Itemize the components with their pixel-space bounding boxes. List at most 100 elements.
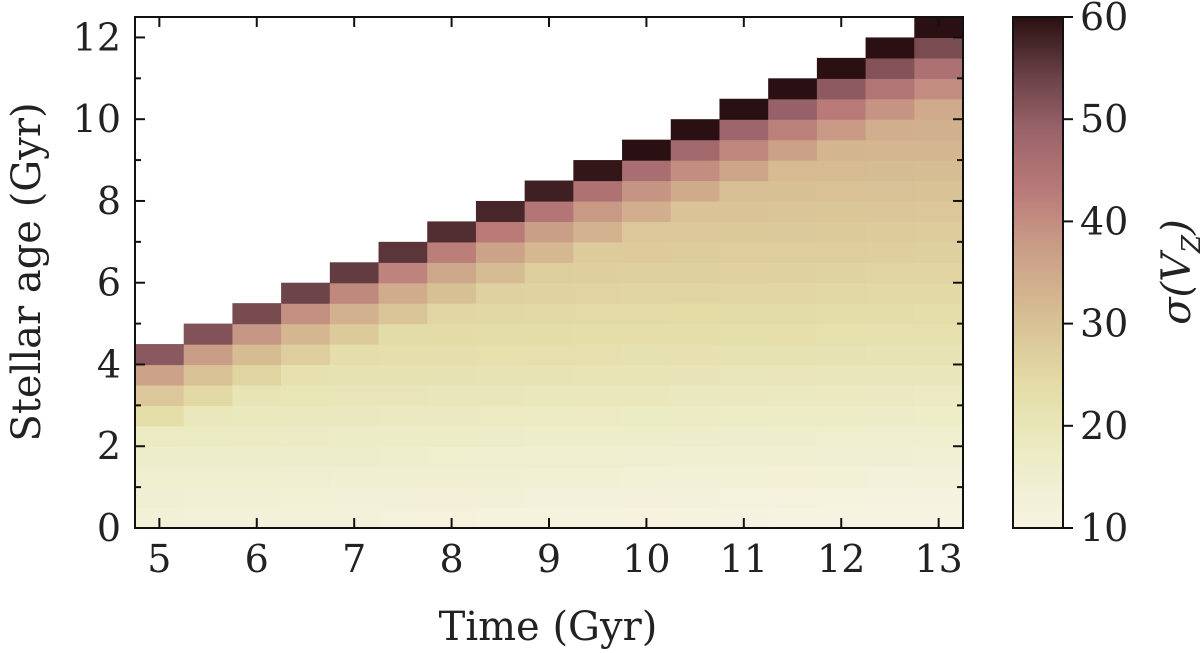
heatmap-cell <box>475 303 526 325</box>
heatmap-cell <box>719 221 769 243</box>
heatmap-cell <box>378 282 428 304</box>
heatmap-cell <box>378 344 428 366</box>
heatmap-cell <box>768 323 818 345</box>
heatmap-cell <box>232 364 282 386</box>
heatmap-cell <box>475 446 526 468</box>
heatmap-cell <box>816 78 867 100</box>
heatmap-cell <box>378 425 428 447</box>
heatmap-cell <box>427 241 477 263</box>
heatmap-cell <box>719 487 769 509</box>
heatmap-cells <box>135 17 964 529</box>
heatmap-cell <box>816 364 867 386</box>
heatmap-cell <box>670 466 721 488</box>
heatmap-cell <box>768 180 818 202</box>
heatmap-cell <box>768 425 818 447</box>
y-tick-label: 4 <box>97 342 121 386</box>
heatmap-cell <box>670 364 721 386</box>
heatmap-cell <box>329 466 380 488</box>
heatmap-cell <box>281 303 331 325</box>
heatmap-cell <box>865 221 915 243</box>
heatmap-cell <box>719 364 769 386</box>
heatmap-cell <box>232 384 282 406</box>
heatmap-cell <box>914 364 964 386</box>
x-tick-label: 13 <box>914 537 962 581</box>
heatmap-cell <box>378 384 428 406</box>
heatmap-cell <box>573 180 623 202</box>
heatmap-cell <box>865 303 915 325</box>
heatmap-cell <box>524 446 574 468</box>
heatmap-cell <box>378 364 428 386</box>
y-tick-label: 6 <box>97 261 121 305</box>
heatmap-cell <box>816 323 867 345</box>
heatmap-cell <box>524 425 574 447</box>
heatmap-cell <box>329 364 380 386</box>
heatmap-cell <box>622 303 672 325</box>
heatmap-cell <box>135 364 185 386</box>
heatmap-cell <box>281 344 331 366</box>
heatmap-cell <box>816 57 867 79</box>
heatmap-cell <box>573 303 623 325</box>
heatmap-cell <box>914 241 964 263</box>
heatmap-cell <box>573 262 623 284</box>
heatmap-cell <box>135 487 185 509</box>
heatmap-cell <box>914 37 964 59</box>
heatmap-cell <box>573 241 623 263</box>
colorbar-tick-label: 60 <box>1080 0 1128 39</box>
heatmap-cell <box>524 241 574 263</box>
heatmap-cell <box>475 425 526 447</box>
heatmap-cell <box>865 425 915 447</box>
y-tick-label: 10 <box>73 97 121 141</box>
heatmap-cell <box>281 364 331 386</box>
heatmap-cell <box>816 200 867 222</box>
heatmap-cell <box>719 384 769 406</box>
heatmap-cell <box>719 303 769 325</box>
heatmap-cell <box>281 425 331 447</box>
heatmap-cell <box>622 323 672 345</box>
heatmap-cell <box>281 487 331 509</box>
x-tick-label: 11 <box>720 537 768 581</box>
heatmap-cell <box>329 425 380 447</box>
heatmap-cell <box>719 446 769 468</box>
heatmap-cell <box>719 180 769 202</box>
heatmap-cell <box>865 160 915 182</box>
heatmap-cell <box>865 323 915 345</box>
heatmap-cell <box>670 487 721 509</box>
heatmap-cell <box>816 303 867 325</box>
heatmap-cell <box>475 487 526 509</box>
heatmap-cell <box>573 466 623 488</box>
heatmap-cell <box>378 446 428 468</box>
heatmap-cell <box>475 466 526 488</box>
heatmap-cell <box>475 344 526 366</box>
heatmap-cell <box>865 466 915 488</box>
heatmap-cell <box>281 466 331 488</box>
heatmap-cell <box>865 405 915 427</box>
colorbar-ticks: 10 20 30 40 50 60 <box>1063 0 1128 550</box>
heatmap-cell <box>622 446 672 468</box>
heatmap-cell <box>135 466 185 488</box>
heatmap-cell <box>183 466 234 488</box>
heatmap-cell <box>768 221 818 243</box>
heatmap-cell <box>768 466 818 488</box>
heatmap-cell <box>865 78 915 100</box>
heatmap-cell <box>719 282 769 304</box>
heatmap-cell <box>865 119 915 141</box>
heatmap-cell <box>573 405 623 427</box>
heatmap-cell <box>183 507 234 529</box>
heatmap-cell <box>622 139 672 161</box>
heatmap-cell <box>914 221 964 243</box>
heatmap-cell <box>816 425 867 447</box>
heatmap-cell <box>475 241 526 263</box>
heatmap-cell <box>670 384 721 406</box>
heatmap-cell <box>524 344 574 366</box>
heatmap-cell <box>475 384 526 406</box>
heatmap-cell <box>719 98 769 120</box>
heatmap-cell <box>768 160 818 182</box>
x-tick-label: 12 <box>817 537 865 581</box>
heatmap-cell <box>427 262 477 284</box>
heatmap-cell <box>816 98 867 120</box>
heatmap-cell <box>670 119 721 141</box>
heatmap-cell <box>670 507 721 529</box>
heatmap-cell <box>719 139 769 161</box>
heatmap-cell <box>622 200 672 222</box>
heatmap-cell <box>622 425 672 447</box>
